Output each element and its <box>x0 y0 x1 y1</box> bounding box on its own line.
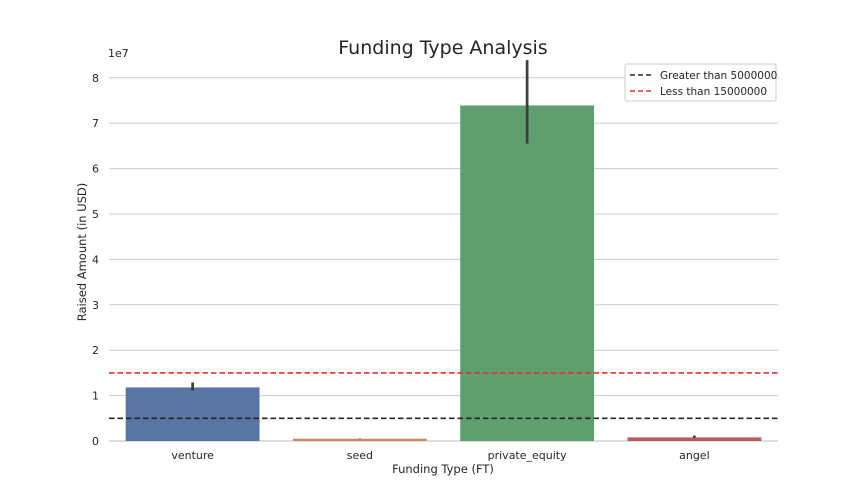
bars <box>125 105 762 441</box>
y-tick-label: 7 <box>92 117 99 130</box>
x-tick-label: seed <box>347 449 373 462</box>
error-bars <box>191 60 696 439</box>
y-tick-labels: 0 1 2 3 4 5 6 7 8 <box>92 72 99 448</box>
reference-lines <box>109 372 778 420</box>
x-tick-label: angel <box>679 449 710 462</box>
legend-label: Less than 15000000 <box>660 86 767 98</box>
chart-title: Funding Type Analysis <box>338 37 547 59</box>
x-tick-labels: venture seed private_equity angel <box>171 449 709 462</box>
y-tick-label: 6 <box>92 163 99 176</box>
legend: Greater than 5000000 Less than 15000000 <box>624 63 777 102</box>
y-tick-label: 8 <box>92 72 99 85</box>
legend-label: Greater than 5000000 <box>660 70 777 82</box>
grid-lines <box>109 77 778 442</box>
x-tick-label: venture <box>171 449 214 462</box>
bar <box>460 105 595 441</box>
x-axis-label: Funding Type (FT) <box>392 462 494 476</box>
bar <box>292 438 427 441</box>
y-tick-label: 5 <box>92 208 99 221</box>
y-tick-label: 0 <box>92 435 99 448</box>
y-tick-label: 4 <box>92 253 99 266</box>
x-tick-label: private_equity <box>488 449 567 462</box>
bar <box>125 387 260 441</box>
y-scale-exponent: 1e7 <box>108 47 129 60</box>
bar <box>627 437 762 441</box>
y-tick-label: 1 <box>92 390 99 403</box>
y-tick-label: 3 <box>92 299 99 312</box>
y-axis-label: Raised Amount (in USD) <box>75 183 89 322</box>
y-tick-label: 2 <box>92 344 99 357</box>
legend-box <box>624 63 777 102</box>
